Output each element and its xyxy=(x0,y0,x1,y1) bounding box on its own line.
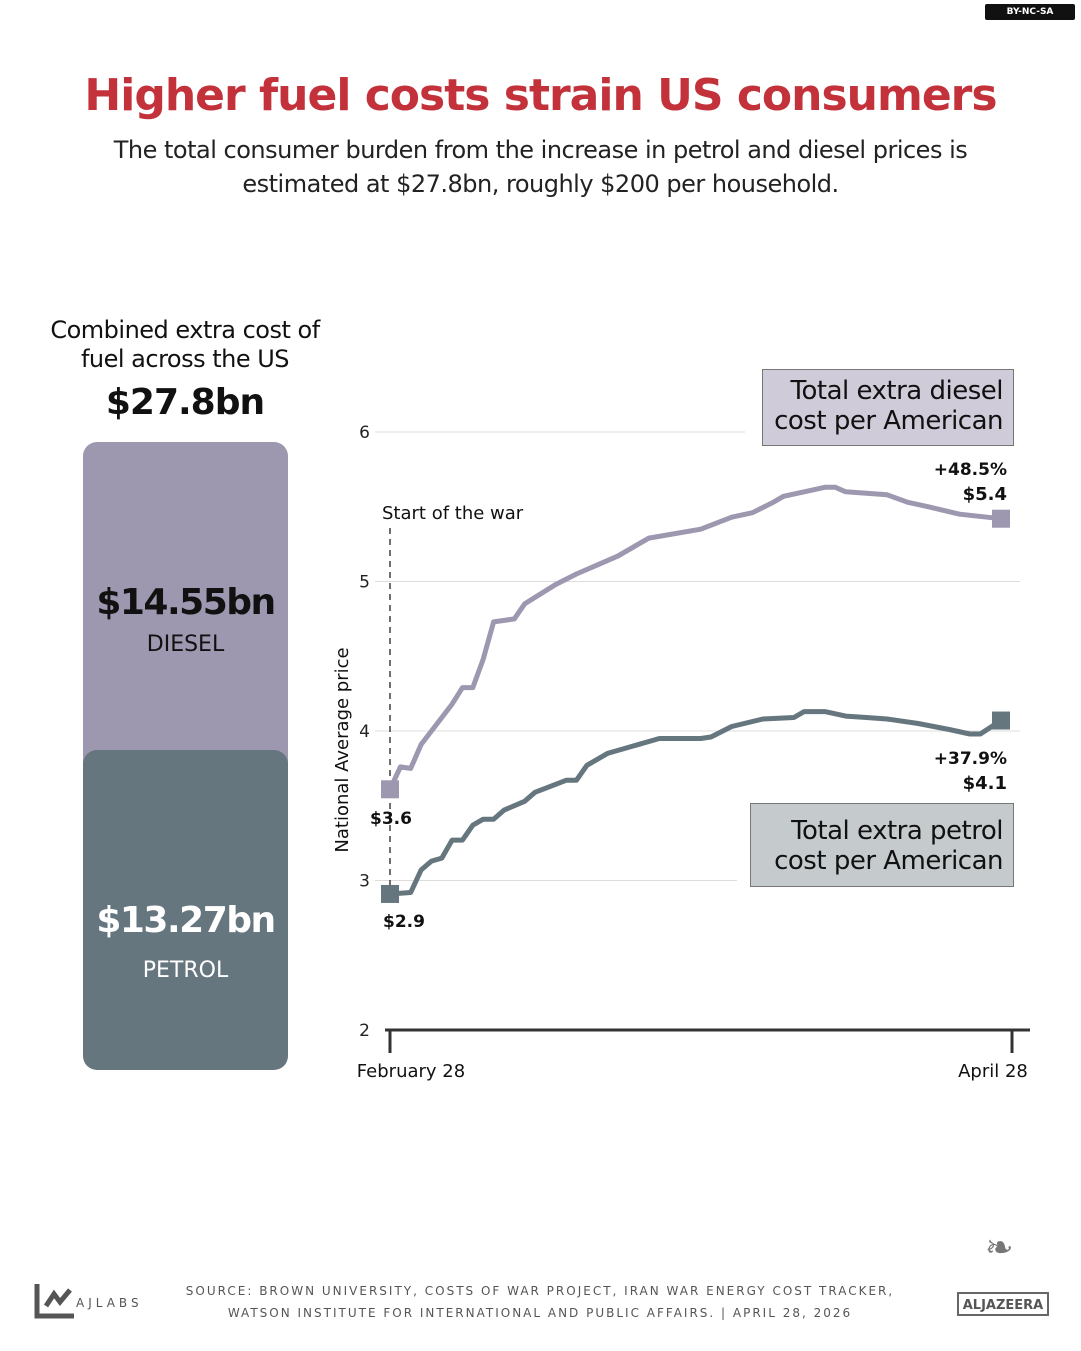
source-line-2: WATSON INSTITUTE FOR INTERNATIONAL AND P… xyxy=(227,1306,853,1320)
ajlabs-logo-icon xyxy=(34,1282,76,1324)
subtitle: The total consumer burden from the incre… xyxy=(113,136,968,198)
y-axis-label: National Average price xyxy=(332,647,353,852)
diesel-bar: $14.55bn DIESEL xyxy=(83,442,288,765)
petrol-start-label: $2.9 xyxy=(383,912,425,932)
legend-petrol: Total extra petrol cost per American xyxy=(750,803,1014,887)
petrol-value: $13.27bn xyxy=(96,900,276,941)
x-tick-label: February 28 xyxy=(357,1061,465,1082)
source-line-1: SOURCE: BROWN UNIVERSITY, COSTS OF WAR P… xyxy=(185,1284,895,1298)
aljazeera-emblem-icon: ❧ xyxy=(985,1228,1014,1268)
diesel-start-marker xyxy=(381,780,399,799)
x-tick-label: April 28 xyxy=(958,1061,1028,1082)
legend-diesel: Total extra diesel cost per American xyxy=(762,369,1014,446)
petrol-line xyxy=(389,709,1003,897)
y-tick-label: 6 xyxy=(359,423,370,443)
combined-cost-label: Combined extra cost of fuel across the U… xyxy=(50,316,320,373)
petrol-end-label: $4.1 xyxy=(963,773,1007,794)
y-tick-label: 4 xyxy=(359,722,370,742)
diesel-end-label: $5.4 xyxy=(963,484,1007,505)
y-tick-label: 2 xyxy=(359,1021,370,1041)
ajlabs-brand: AJLABS xyxy=(76,1296,143,1310)
diesel-start-label: $3.6 xyxy=(370,809,412,829)
y-tick-label: 5 xyxy=(359,573,370,593)
diesel-change-label: +48.5% xyxy=(934,460,1007,480)
source-note: SOURCE: BROWN UNIVERSITY, COSTS OF WAR P… xyxy=(170,1280,910,1324)
petrol-label: PETROL xyxy=(142,958,229,983)
diesel-label: DIESEL xyxy=(146,632,225,657)
petrol-change-label: +37.9% xyxy=(934,749,1007,769)
diesel-end-marker xyxy=(992,509,1010,528)
petrol-end-marker xyxy=(992,711,1010,730)
aljazeera-logo: ALJAZEERA xyxy=(957,1292,1049,1316)
diesel-line xyxy=(387,484,1002,791)
page-title: Higher fuel costs strain US consumers xyxy=(84,70,997,121)
petrol-start-marker xyxy=(381,884,399,903)
petrol-bar: $13.27bn PETROL xyxy=(83,750,288,1070)
war-start-annotation: Start of the war xyxy=(382,503,524,524)
license-badge: BY-NC-SA xyxy=(985,4,1075,20)
diesel-value: $14.55bn xyxy=(96,582,276,623)
y-tick-label: 3 xyxy=(359,872,370,892)
combined-cost-total: $27.8bn xyxy=(105,382,265,423)
